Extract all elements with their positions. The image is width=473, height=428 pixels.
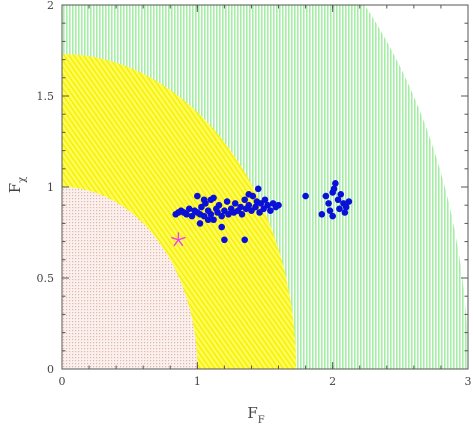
- data-point: [261, 196, 269, 204]
- x-axis-title: FF: [247, 404, 264, 426]
- y-axis-title: Fχ: [6, 177, 28, 193]
- data-point: [264, 201, 272, 209]
- data-point: [332, 180, 339, 187]
- data-point: [241, 196, 248, 204]
- data-point: [225, 211, 232, 218]
- data-point: [318, 211, 326, 218]
- data-point: [254, 185, 262, 193]
- data-point: [215, 201, 223, 209]
- data-point: [223, 198, 231, 205]
- data-point: [267, 207, 274, 214]
- data-point: [218, 223, 225, 231]
- y-tick-label: 0.5: [37, 272, 55, 285]
- data-point: [275, 201, 282, 209]
- data-point: [237, 203, 244, 211]
- data-point: [252, 203, 259, 211]
- data-point: [345, 198, 353, 205]
- data-point: [241, 236, 248, 244]
- data-point: [231, 200, 239, 207]
- data-point: [207, 211, 215, 218]
- data-point: [196, 220, 204, 227]
- data-point: [245, 201, 253, 209]
- data-point: [336, 205, 343, 213]
- axes-layer: 0 1 2 3 0 0.5 1 1.5 2: [37, 0, 472, 388]
- data-point: [194, 192, 201, 200]
- data-point: [183, 211, 190, 218]
- data-point: [188, 212, 196, 220]
- data-point: [330, 185, 338, 193]
- data-point: [210, 216, 217, 224]
- data-point: [200, 196, 208, 204]
- data-point: [185, 205, 193, 213]
- data-point: [322, 192, 330, 200]
- data-point: [238, 211, 246, 218]
- data-point: [204, 216, 212, 224]
- data-point: [337, 190, 345, 198]
- data-point: [326, 207, 334, 214]
- x-tick-label: 1: [194, 375, 201, 388]
- y-tick-label: 2: [47, 0, 54, 12]
- x-tick-label: 2: [329, 375, 336, 388]
- data-point: [342, 203, 350, 211]
- star-marker: [171, 232, 186, 247]
- y-tick-label: 1.5: [37, 90, 55, 103]
- data-point: [341, 209, 349, 216]
- region-2: [62, 187, 198, 369]
- data-point: [245, 190, 253, 198]
- data-point: [302, 192, 309, 200]
- y-tick-label: 1: [47, 181, 54, 194]
- data-point: [221, 236, 228, 244]
- data-point: [325, 200, 332, 207]
- data-point: [210, 194, 217, 202]
- x-tick-label: 3: [465, 375, 472, 388]
- y-tick-label: 0: [47, 363, 54, 376]
- x-tick-label: 0: [59, 375, 66, 388]
- data-point: [334, 196, 342, 204]
- regions-layer: [62, 5, 468, 369]
- points-layer: [171, 180, 353, 247]
- data-point: [218, 212, 225, 220]
- data-point: [329, 212, 336, 220]
